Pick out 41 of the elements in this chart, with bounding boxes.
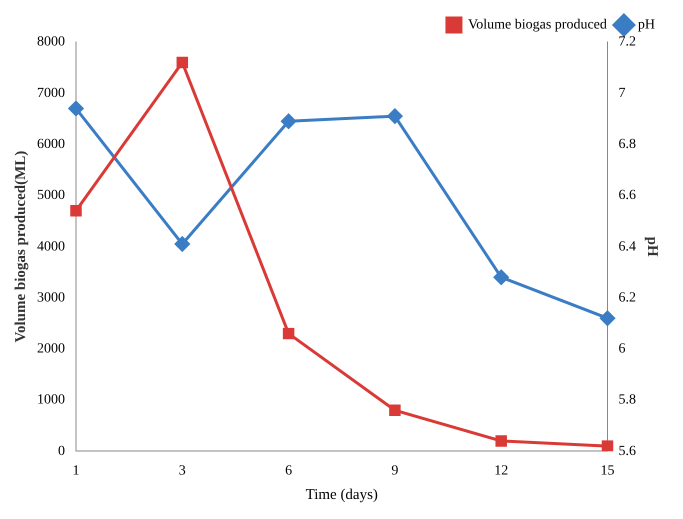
- y2-tick-label: 6: [618, 342, 626, 357]
- y-tick-label: 7000: [37, 86, 65, 101]
- point: [174, 236, 190, 252]
- y-tick-label: 2000: [37, 342, 65, 357]
- y2-tick-label: 6.4: [618, 239, 636, 254]
- x-tick-label: 12: [494, 463, 508, 478]
- y-tick-label: 8000: [37, 34, 65, 50]
- y-tick-label: 6000: [37, 136, 65, 152]
- point: [282, 328, 294, 340]
- legend-label: Volume biogas produced: [468, 18, 607, 33]
- point: [281, 114, 296, 129]
- point: [494, 270, 509, 285]
- y-tick-label: 5000: [37, 188, 65, 204]
- y2-tick-label: 7: [618, 86, 626, 101]
- y-tick-label: 4000: [37, 239, 65, 254]
- y-tick-label: 0: [58, 444, 65, 459]
- y2-tick-label: 5.8: [618, 392, 636, 408]
- y-tick-label: 3000: [37, 290, 65, 306]
- x-axis-title: Time (days): [306, 486, 378, 503]
- y2-tick-label: 6.6: [618, 188, 636, 204]
- point: [600, 310, 615, 326]
- point: [176, 56, 188, 68]
- y2-tick-label: 5.6: [618, 444, 636, 459]
- point: [387, 108, 402, 124]
- x-tick-label: 15: [600, 463, 614, 478]
- x-tick-label: 9: [391, 463, 398, 478]
- x-tick-label: 1: [72, 463, 80, 478]
- y2-axis-title: pH: [644, 236, 660, 257]
- y2-tick-label: 7.2: [618, 34, 636, 50]
- x-tick-label: 3: [178, 463, 186, 478]
- point: [68, 100, 84, 116]
- point: [495, 435, 507, 447]
- point: [389, 404, 401, 416]
- y-tick-label: 1000: [37, 392, 65, 408]
- legend-label: pH: [638, 18, 656, 33]
- point: [70, 205, 82, 217]
- x-tick-label: 6: [285, 463, 292, 478]
- point: [602, 440, 614, 452]
- y2-tick-label: 6.2: [618, 290, 636, 306]
- y-axis-title: Volume biogas produced(ML): [12, 150, 29, 342]
- y2-tick-label: 6.8: [618, 136, 636, 152]
